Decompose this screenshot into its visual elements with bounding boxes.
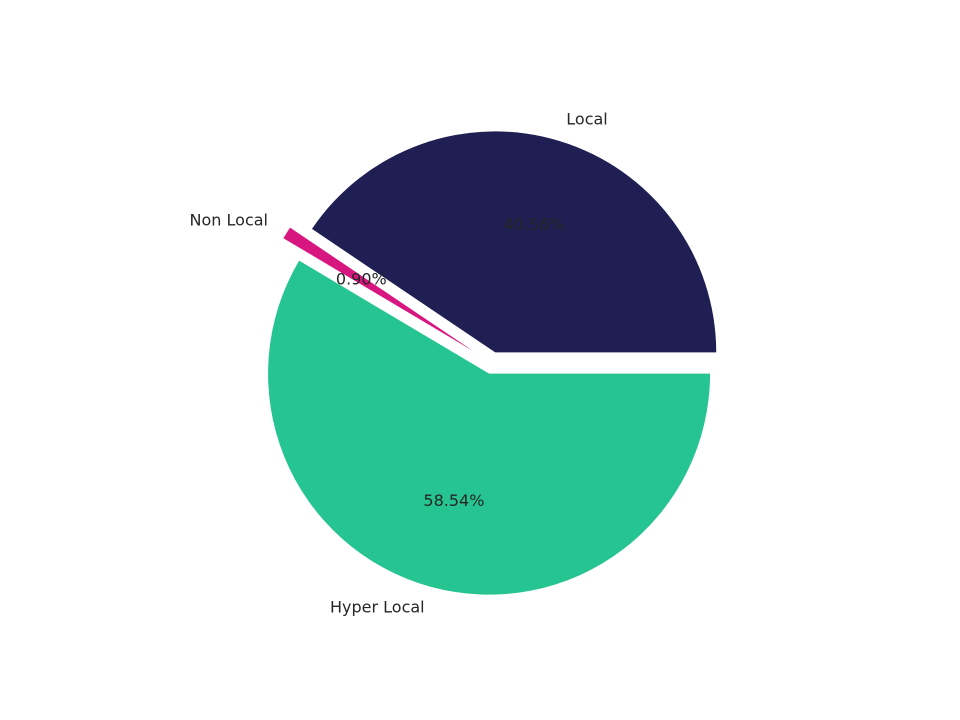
slice-label: Hyper Local <box>330 598 425 617</box>
pie-slice <box>283 227 474 352</box>
slice-label: Non Local <box>190 211 268 230</box>
value-label: 58.54% <box>423 491 484 510</box>
value-label: 0.90% <box>336 270 387 289</box>
slice-label: Local <box>566 109 607 128</box>
value-label: 40.56% <box>503 215 564 234</box>
pie-slice <box>268 260 711 595</box>
pie-slice <box>311 131 717 353</box>
